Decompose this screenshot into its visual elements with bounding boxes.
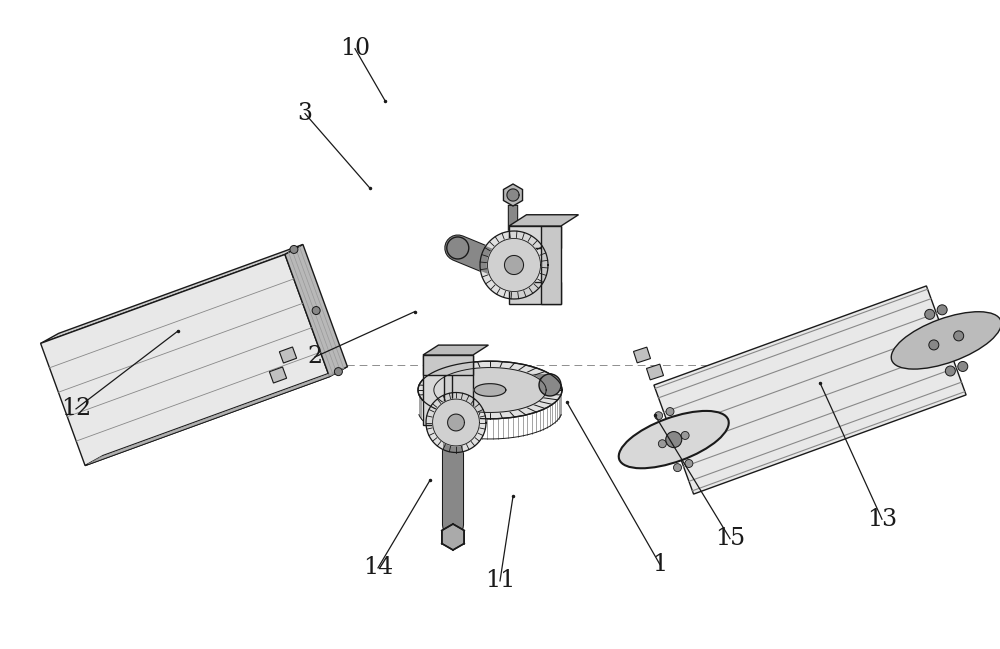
Circle shape <box>929 340 939 350</box>
Polygon shape <box>633 347 651 363</box>
Polygon shape <box>474 384 506 397</box>
Ellipse shape <box>418 361 562 419</box>
Circle shape <box>658 440 666 448</box>
Circle shape <box>666 432 682 448</box>
Polygon shape <box>85 367 347 465</box>
Polygon shape <box>509 226 561 248</box>
Text: 10: 10 <box>340 37 370 60</box>
Circle shape <box>290 245 298 254</box>
Circle shape <box>925 310 935 319</box>
Polygon shape <box>541 226 561 304</box>
Circle shape <box>539 374 561 396</box>
Polygon shape <box>269 367 287 383</box>
Polygon shape <box>285 245 347 376</box>
Circle shape <box>655 411 663 420</box>
Circle shape <box>673 463 681 472</box>
Polygon shape <box>426 393 486 452</box>
Circle shape <box>685 459 693 467</box>
Text: 14: 14 <box>363 556 393 580</box>
Polygon shape <box>433 399 479 446</box>
Polygon shape <box>509 282 561 304</box>
Circle shape <box>666 408 674 415</box>
Polygon shape <box>423 355 444 425</box>
Text: 13: 13 <box>867 508 897 531</box>
Text: 12: 12 <box>61 397 91 421</box>
Polygon shape <box>434 367 546 413</box>
Text: 11: 11 <box>485 569 515 593</box>
Polygon shape <box>41 254 329 465</box>
Circle shape <box>447 237 469 259</box>
Text: 1: 1 <box>652 553 668 576</box>
Polygon shape <box>423 355 473 375</box>
Polygon shape <box>646 364 664 380</box>
Text: 15: 15 <box>715 527 745 550</box>
Polygon shape <box>487 238 541 291</box>
Polygon shape <box>448 414 464 431</box>
Circle shape <box>312 306 320 315</box>
Polygon shape <box>480 231 548 299</box>
Polygon shape <box>279 347 297 363</box>
Circle shape <box>954 331 964 341</box>
Polygon shape <box>503 184 523 206</box>
Ellipse shape <box>619 411 729 469</box>
Polygon shape <box>507 189 519 201</box>
Polygon shape <box>509 215 578 226</box>
Polygon shape <box>41 245 303 343</box>
Polygon shape <box>442 524 464 550</box>
Polygon shape <box>423 345 488 355</box>
Circle shape <box>681 432 689 439</box>
Circle shape <box>334 367 342 376</box>
Polygon shape <box>504 256 524 275</box>
Polygon shape <box>452 355 473 425</box>
Circle shape <box>958 361 968 371</box>
Text: 2: 2 <box>307 345 323 369</box>
Text: 3: 3 <box>298 102 312 125</box>
Circle shape <box>937 305 947 315</box>
Ellipse shape <box>891 312 1000 369</box>
Polygon shape <box>654 286 966 494</box>
Circle shape <box>945 366 955 376</box>
